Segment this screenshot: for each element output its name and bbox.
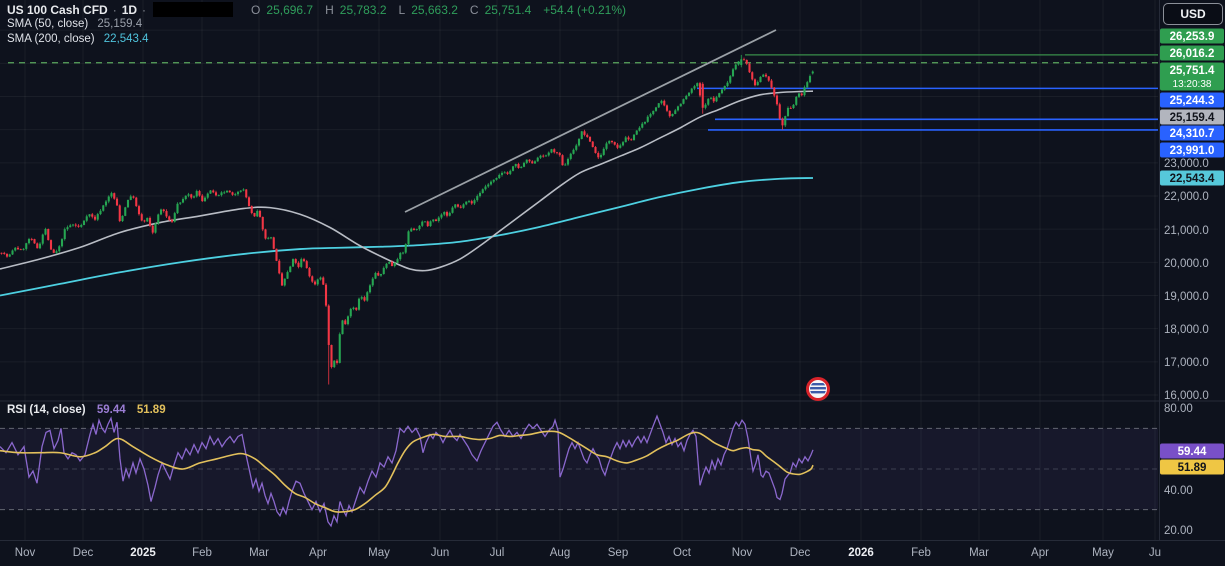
broker-logo-icon	[806, 377, 830, 401]
price-badge	[1160, 109, 1224, 125]
time-axis-label: Mar	[969, 547, 989, 559]
rsi-ma-value: 51.89	[136, 404, 166, 416]
time-axis-label: Ju	[1149, 547, 1161, 559]
svg-text:23,991.0: 23,991.0	[1170, 145, 1215, 157]
open-label: O	[251, 2, 261, 17]
rsi-ma-line[interactable]	[0, 430, 814, 513]
time-axis-label: Nov	[15, 547, 36, 559]
price-badge	[1160, 443, 1224, 459]
svg-text:24,310.7: 24,310.7	[1170, 128, 1215, 140]
svg-text:22,543.4: 22,543.4	[1170, 173, 1215, 185]
svg-text:26,016.2: 26,016.2	[1170, 48, 1215, 60]
price-axis-label: 19,000.0	[1164, 291, 1209, 303]
price-axis-label: 20,000.0	[1164, 258, 1209, 270]
price-axis-label: 23,000.0	[1164, 158, 1209, 170]
rsi-line[interactable]	[0, 414, 814, 528]
time-axis-label: Sep	[608, 547, 628, 559]
price-badge	[1160, 459, 1224, 475]
time-axis-label: 2025	[130, 547, 156, 559]
high-value: 25,783.2	[339, 2, 387, 17]
time-axis-label: Oct	[673, 547, 692, 559]
price-axis-label: 16,000.0	[1164, 390, 1209, 402]
time-scale[interactable]: Nov Dec 2025 Feb Mar Apr May Jun Jul Aug Sep Oct Nov…	[15, 547, 1161, 559]
sma50-legend[interactable]: SMA (50, close) 25,159.4	[7, 18, 143, 30]
interval-label[interactable]: 1D	[121, 2, 138, 17]
rsi-value: 59.44	[96, 404, 126, 416]
time-axis-label: Apr	[1031, 547, 1049, 559]
price-axis-label: 18,000.0	[1164, 324, 1209, 336]
rsi-axis-label: 80.00	[1164, 403, 1193, 415]
svg-text:59.44: 59.44	[1178, 446, 1207, 458]
rsi-axis-label: 40.00	[1164, 485, 1193, 497]
svg-text:25,244.3: 25,244.3	[1170, 95, 1215, 107]
price-badge	[1160, 125, 1224, 141]
low-label: L	[398, 2, 406, 17]
price-axis-label: 21,000.0	[1164, 225, 1209, 237]
svg-text:51.89: 51.89	[1178, 462, 1207, 474]
rsi-axis-label: 20.00	[1164, 525, 1193, 537]
low-value: 25,663.2	[411, 2, 458, 17]
rsi-scale[interactable]: 80.00 40.00 20.00 59.44 51.89	[1160, 403, 1224, 537]
countdown-timer: 13:20:38	[1173, 79, 1212, 90]
close-value: 25,751.4	[484, 2, 532, 17]
time-axis-label: Jul	[490, 547, 505, 559]
open-value: 25,696.7	[266, 2, 314, 17]
time-axis-label: Mar	[249, 547, 269, 559]
high-label: H	[325, 2, 334, 17]
price-badge	[1160, 170, 1224, 186]
symbol-title[interactable]: US 100 Cash CFD	[7, 2, 108, 17]
price-badge	[1160, 142, 1224, 158]
key-level-lines[interactable]	[8, 54, 1158, 131]
price-badge	[1160, 28, 1224, 44]
sma200-line[interactable]	[0, 177, 814, 297]
svg-text:25,159.4: 25,159.4	[1170, 112, 1215, 124]
svg-text:25,751.4: 25,751.4	[1170, 65, 1215, 77]
redacted-box	[153, 2, 234, 17]
close-label: C	[469, 2, 479, 17]
change-value: +54.4 (+0.21%)	[543, 2, 627, 17]
time-axis-label: May	[368, 547, 390, 559]
price-badge	[1160, 45, 1224, 61]
time-axis-label: Feb	[911, 547, 931, 559]
price-axis-label: 22,000.0	[1164, 191, 1209, 203]
time-axis-label: Feb	[192, 547, 212, 559]
time-axis-label: May	[1092, 547, 1114, 559]
price-badge	[1160, 92, 1224, 108]
sma200-value: 22,543.4	[103, 33, 149, 45]
price-scale[interactable]: 23,000.0 22,000.0 21,000.0 20,000.0 19,000.0…	[1160, 28, 1224, 403]
sma200-legend[interactable]: SMA (200, close) 22,543.4	[7, 33, 149, 45]
time-axis-label: Apr	[309, 547, 327, 559]
time-axis-label: Dec	[790, 547, 811, 559]
rsi-panel	[0, 427, 1158, 511]
sma50-line[interactable]	[0, 90, 814, 272]
time-axis-label: Nov	[732, 547, 753, 559]
price-badge	[1160, 62, 1224, 91]
pane-separators	[0, 0, 1225, 541]
symbol-legend[interactable]: US 100 Cash CFD · 1D · O 25,696.7 H 25,7…	[7, 2, 627, 17]
time-axis-label: 2026	[848, 547, 874, 559]
currency-usd-button[interactable]: USD	[1163, 3, 1223, 25]
time-axis-label: Jun	[431, 547, 450, 559]
svg-text:26,253.9: 26,253.9	[1170, 31, 1215, 43]
time-axis-label: Aug	[550, 547, 570, 559]
rsi-legend[interactable]: RSI (14, close) 59.44 51.89	[7, 404, 166, 416]
ascending-trendline[interactable]	[404, 29, 777, 213]
time-axis-label: Dec	[73, 547, 94, 559]
sma50-value: 25,159.4	[97, 18, 143, 30]
price-axis-label: 17,000.0	[1164, 357, 1209, 369]
candlestick-series[interactable]	[0, 54, 814, 385]
